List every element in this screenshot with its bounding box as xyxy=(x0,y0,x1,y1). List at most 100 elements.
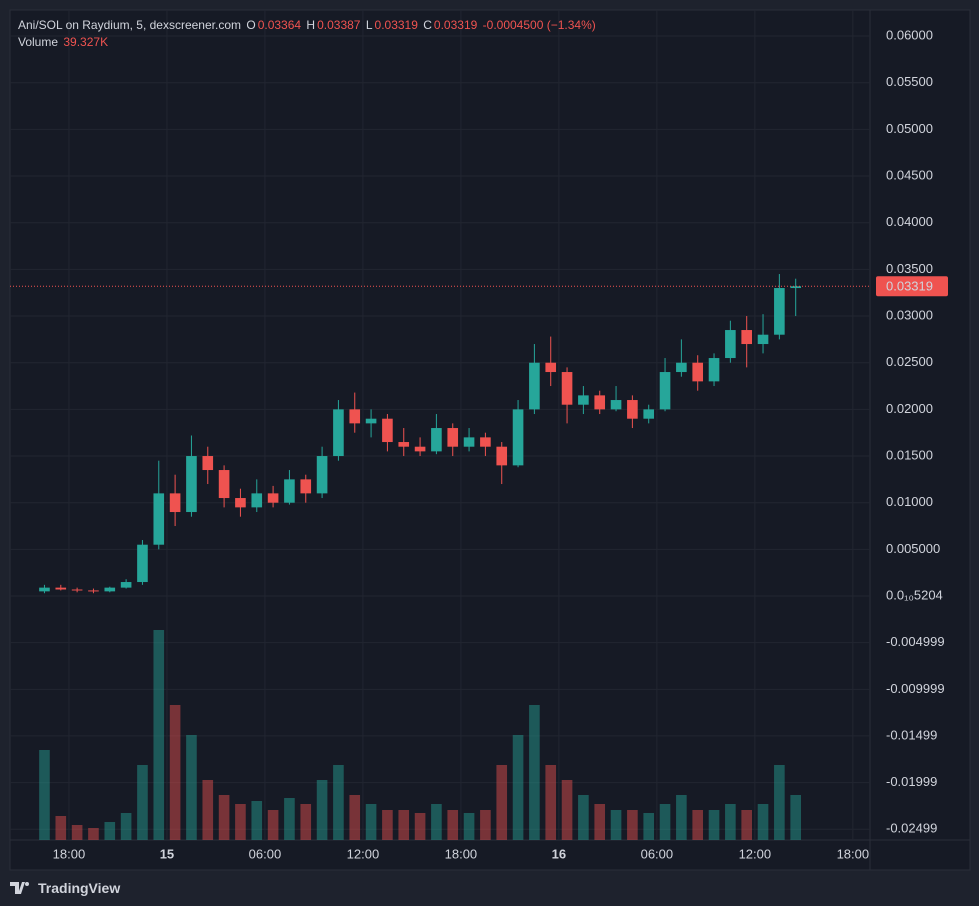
volume-bar xyxy=(414,813,426,840)
y-tick-label: 0.005000 xyxy=(886,541,940,556)
candle-body xyxy=(529,362,540,410)
candle-body xyxy=(774,288,785,335)
legend-row: Ani/SOL on Raydium, 5, dexscreener.com O… xyxy=(18,17,598,34)
y-tick-label: -0.01499 xyxy=(886,727,937,742)
x-tick-label: 15 xyxy=(160,846,174,861)
volume-bar xyxy=(284,798,295,840)
volume-bar xyxy=(659,804,671,840)
footer: TradingView xyxy=(10,880,120,896)
volume-bar xyxy=(447,810,459,840)
candle-body xyxy=(251,493,263,508)
y-tick-label: 0.02000 xyxy=(886,401,933,416)
open: 0.03364 xyxy=(257,18,302,32)
volume-bar xyxy=(496,765,508,840)
volume-bar xyxy=(594,804,606,840)
volume-bar xyxy=(169,705,181,840)
volume-bar xyxy=(757,804,769,840)
volume-bar xyxy=(186,735,197,840)
candle-body xyxy=(414,446,426,452)
y-tick-label: 0.04500 xyxy=(886,167,933,182)
candle-body xyxy=(202,456,214,471)
volume-bar xyxy=(333,765,344,840)
candle-body xyxy=(235,498,246,508)
volume-bar xyxy=(218,795,230,840)
volume-bar xyxy=(71,825,83,840)
volume: 39.327K xyxy=(63,35,109,49)
x-tick-label: 06:00 xyxy=(641,846,674,861)
volume-bar xyxy=(104,822,116,840)
candle-body xyxy=(725,330,736,359)
volume-bar xyxy=(39,750,50,840)
h-label: H xyxy=(306,18,316,32)
volume-bar xyxy=(578,795,589,840)
candle-body xyxy=(333,409,344,457)
high: 0.03387 xyxy=(317,18,361,32)
candle-body xyxy=(153,493,165,545)
candle-body xyxy=(39,587,50,592)
volume-bar xyxy=(627,810,638,840)
candle-body xyxy=(71,589,83,591)
candle-body xyxy=(708,358,720,382)
candle-body xyxy=(578,395,589,405)
x-tick-label: 16 xyxy=(552,846,566,861)
candle-body xyxy=(480,437,491,447)
y-tick-label: -0.01999 xyxy=(886,774,937,789)
y-tick-label: 0.04000 xyxy=(886,214,933,229)
candle-body xyxy=(643,409,655,419)
y-tick-label: 0.0₁₀5204 xyxy=(886,587,943,602)
candle-body xyxy=(594,395,606,410)
volume-bar xyxy=(202,780,214,840)
candle-body xyxy=(561,372,573,405)
volume-bar xyxy=(55,816,67,840)
brand[interactable]: TradingView xyxy=(38,880,121,896)
y-tick-label: 0.05000 xyxy=(886,121,933,136)
logo xyxy=(10,882,29,894)
y-tick-label: 0.02500 xyxy=(886,354,933,369)
candle-body xyxy=(284,479,295,503)
volume-bar xyxy=(790,795,802,840)
candle-body xyxy=(447,428,459,447)
y-tick-label: 0.01000 xyxy=(886,494,933,509)
y-tick-label: -0.009999 xyxy=(886,681,945,696)
volume-label: Volume xyxy=(18,35,59,49)
axes: 0.06000 0.05500 0.05000 0.04500 0.04000 0.035… xyxy=(53,27,948,861)
candle-body xyxy=(316,456,328,494)
x-tick-label: 12:00 xyxy=(739,846,772,861)
volume-bar xyxy=(610,810,622,840)
candle-body xyxy=(137,544,148,583)
y-tick-label: 0.03000 xyxy=(886,307,933,322)
volume-bar xyxy=(382,810,393,840)
volume-bar xyxy=(774,765,785,840)
x-tick-label: 18:00 xyxy=(445,846,478,861)
candle-body xyxy=(790,286,802,289)
x-tick-label: 18:00 xyxy=(837,846,870,861)
candle-body xyxy=(610,400,622,410)
y-tick-label: -0.02499 xyxy=(886,821,937,836)
candle-body xyxy=(431,428,442,452)
grid xyxy=(10,10,870,840)
candle-body xyxy=(300,479,312,494)
candle-body xyxy=(757,334,769,345)
volume-bar xyxy=(643,813,655,840)
volume-bar xyxy=(545,765,557,840)
x-tick-label: 06:00 xyxy=(249,846,282,861)
plot xyxy=(10,274,870,840)
candle-body xyxy=(382,418,393,443)
volume-bar xyxy=(561,780,573,840)
candle-body xyxy=(267,493,279,503)
candle-body xyxy=(676,362,687,373)
y-tick-label: 0.01500 xyxy=(886,447,933,462)
volume-bar xyxy=(463,813,475,840)
candle-body xyxy=(365,418,377,424)
volume-bar xyxy=(137,765,148,840)
candle-body xyxy=(496,446,508,466)
x-tick-label: 12:00 xyxy=(347,846,380,861)
volume-bar xyxy=(267,810,279,840)
volume-bar xyxy=(725,804,736,840)
volume-bar xyxy=(349,795,361,840)
symbol: Ani/SOL on Raydium, 5, dexscreener.com xyxy=(18,18,241,32)
candle-body xyxy=(741,330,753,345)
volume-bar xyxy=(88,828,99,840)
